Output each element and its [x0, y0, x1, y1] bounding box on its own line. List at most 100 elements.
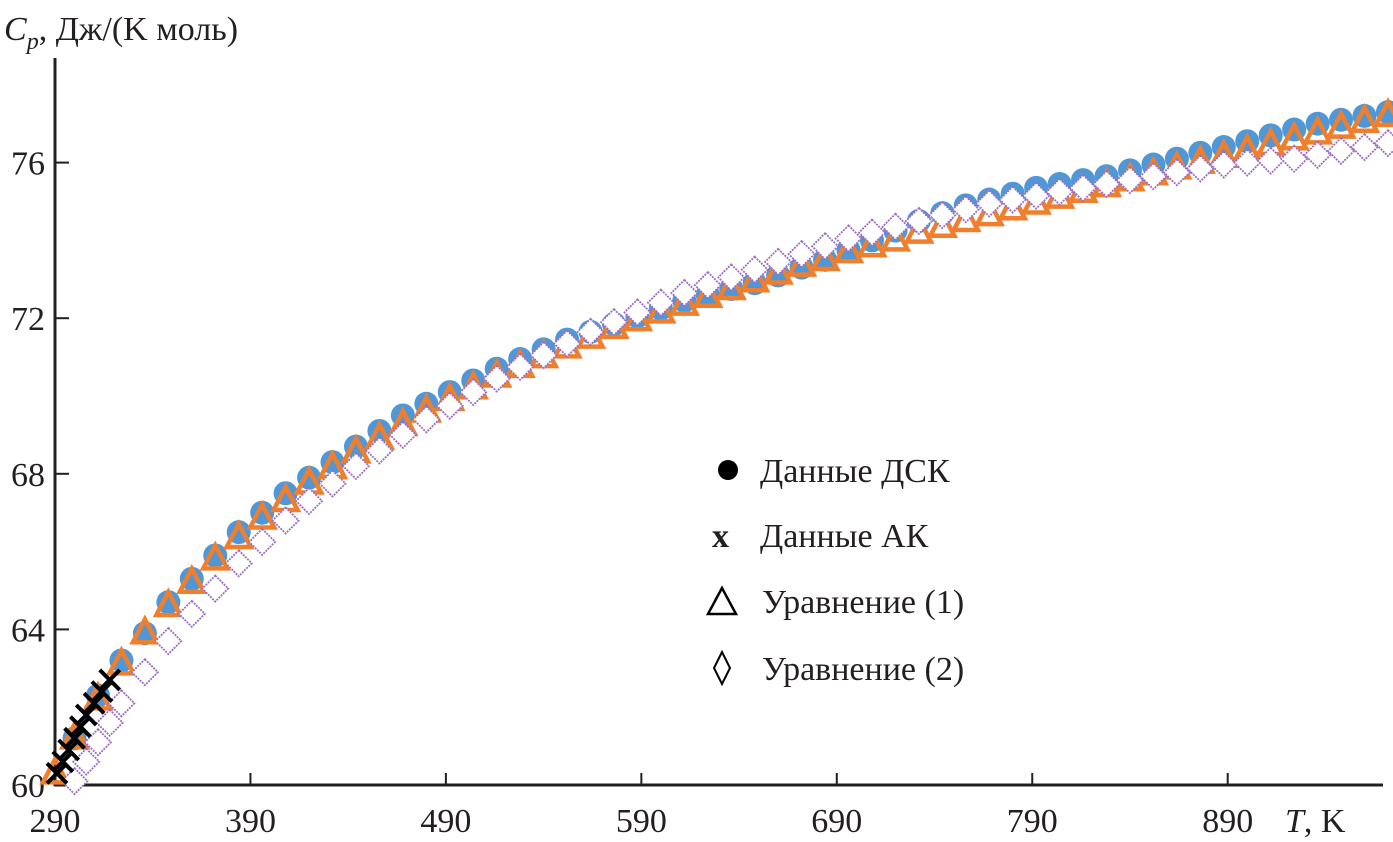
data-point-eq2: [1209, 150, 1239, 179]
data-point-eq1: [246, 499, 278, 530]
data-point-eq2: [646, 288, 676, 317]
data-point-eq2: [1279, 144, 1309, 173]
x-mark-stroke: [63, 726, 86, 750]
legend-item-eq2: Уравнение (2): [712, 649, 964, 688]
x-mark-stroke: [45, 761, 69, 785]
data-point-eq2: [1232, 148, 1262, 177]
data-point-eq2: [599, 307, 629, 337]
y-axis-symbol: C: [4, 11, 27, 48]
legend-diamond-marker-icon: [712, 649, 732, 687]
data-point-eq2: [951, 195, 981, 224]
data-point-eq2: [505, 352, 535, 382]
legend-label-eq2: Уравнение (2): [762, 651, 964, 688]
data-point-eq1: [105, 645, 138, 676]
data-point-eq2: [763, 247, 793, 277]
data-point-eq2: [974, 189, 1004, 218]
legend-triangle-marker-icon: [705, 585, 739, 616]
data-point-eq2: [388, 420, 418, 450]
x-tick-label: 790: [1007, 803, 1058, 840]
x-tick-label: 690: [811, 803, 862, 840]
data-point-eq1: [926, 207, 959, 239]
data-point-ac: [98, 668, 122, 692]
data-point-eq1: [809, 240, 841, 272]
data-point-eq2: [482, 364, 511, 393]
y-tick-label: 60: [11, 768, 45, 805]
x-mark-stroke: [90, 680, 114, 704]
plot-area: [39, 97, 1393, 796]
y-tick-label: 72: [11, 301, 45, 338]
data-point-eq1: [223, 519, 255, 550]
data-point-eq2: [1139, 161, 1168, 191]
axes: [53, 58, 1383, 787]
data-point-eq2: [341, 451, 371, 481]
data-point-ac: [51, 750, 75, 774]
x-axis-symbol: T: [1285, 803, 1306, 840]
legend-label-eq1: Уравнение (1): [762, 584, 964, 621]
legend-circle-marker-icon: [718, 460, 738, 480]
data-point-eq2: [1350, 132, 1379, 162]
data-point-eq2: [670, 278, 699, 308]
data-point-eq2: [95, 708, 124, 738]
data-point-ac: [57, 738, 81, 762]
series-diamond: [60, 128, 1393, 796]
data-point-eq2: [716, 263, 746, 292]
data-point-eq2: [693, 270, 723, 300]
data-point-eq1: [973, 196, 1005, 227]
data-point-eq1: [692, 277, 724, 309]
series-triangle: [39, 97, 1393, 785]
data-point-eq2: [60, 766, 89, 796]
legend-item-dsc: Данные ДСК: [718, 453, 950, 490]
data-point-eq1: [1348, 102, 1381, 134]
x-tick-label: 890: [1202, 803, 1253, 840]
x-tick-label: 290: [30, 803, 81, 840]
x-mark-stroke: [82, 691, 106, 715]
x-mark-stroke: [74, 703, 98, 727]
data-point-eq2: [857, 218, 887, 247]
x-tick-label: 390: [225, 803, 276, 840]
data-point-ac: [82, 691, 106, 715]
data-point-eq2: [1303, 140, 1332, 170]
data-point-eq1: [715, 270, 747, 301]
data-point-eq1: [950, 202, 982, 233]
data-point-eq1: [1372, 97, 1393, 128]
x-ticks: 290 390 490 590 690 790 890: [30, 773, 1253, 840]
data-point-eq2: [623, 298, 652, 327]
data-point-ac: [63, 726, 86, 750]
data-point-eq2: [1186, 154, 1215, 183]
data-point-eq2: [458, 377, 488, 407]
data-point-eq2: [810, 231, 840, 261]
data-point-eq2: [928, 200, 957, 230]
data-point-eq2: [435, 391, 465, 420]
x-mark-stroke: [51, 750, 75, 774]
data-point-eq2: [740, 255, 769, 284]
data-point-eq2: [130, 657, 160, 687]
y-tick-label: 68: [11, 457, 45, 494]
x-tick-label: 490: [420, 803, 471, 840]
series-x: [45, 668, 122, 785]
data-point-eq2: [224, 548, 253, 578]
data-point-ac: [68, 715, 92, 739]
x-mark-stroke: [98, 668, 122, 692]
data-point-eq2: [1092, 169, 1121, 199]
data-point-eq1: [856, 227, 888, 258]
data-point-ac: [74, 703, 98, 727]
legend-label-ac: Данные АК: [760, 518, 929, 555]
data-point-eq1: [668, 285, 701, 316]
data-point-ac: [90, 680, 114, 704]
data-point-eq1: [1325, 108, 1357, 139]
data-point-eq2: [154, 626, 183, 656]
x-tick-label: 590: [616, 803, 667, 840]
x-mark-stroke: [68, 715, 92, 739]
x-axis-units: , K: [1304, 803, 1346, 840]
data-point-eq2: [271, 506, 300, 535]
data-point-eq1: [762, 254, 794, 285]
data-point-eq2: [1115, 165, 1145, 195]
legend-item-eq1: Уравнение (1): [705, 584, 964, 621]
data-point-eq1: [152, 587, 185, 618]
data-point-eq2: [904, 206, 934, 236]
data-point-eq1: [879, 221, 912, 252]
data-point-eq1: [832, 233, 865, 264]
data-point-eq1: [58, 719, 91, 750]
data-point-eq2: [365, 436, 394, 465]
